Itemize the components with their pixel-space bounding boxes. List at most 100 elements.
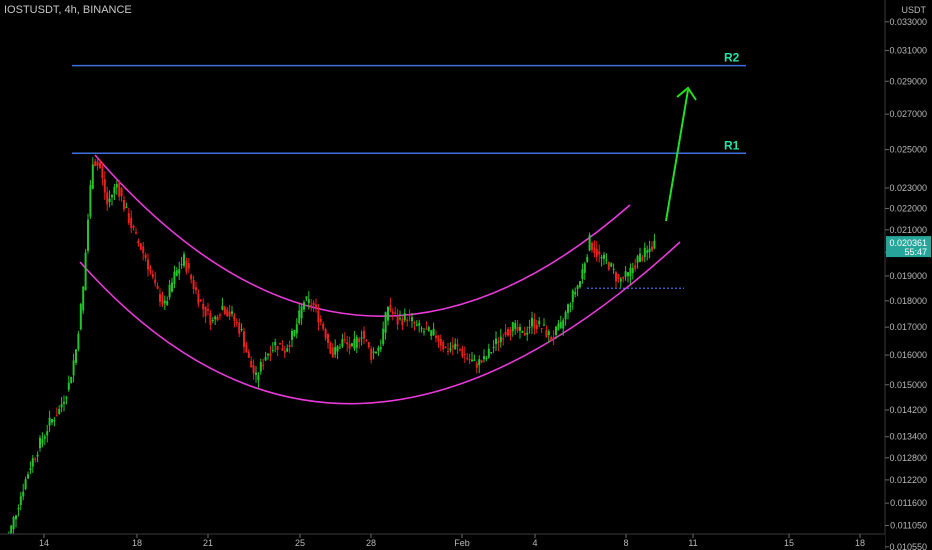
candle-body [480, 360, 483, 363]
candle-body [478, 359, 481, 366]
candle [221, 297, 224, 311]
candle-body [245, 344, 248, 353]
candle [29, 461, 32, 474]
price-tick-label: 0.013400 [889, 432, 927, 442]
candle-body [94, 161, 97, 167]
candle-body [526, 332, 529, 335]
candle [564, 310, 567, 326]
candle-body [365, 340, 368, 342]
candle-body [307, 299, 310, 304]
candle [163, 295, 166, 310]
candle-body [571, 290, 574, 303]
candle [557, 319, 560, 331]
candle [377, 345, 380, 357]
candle [19, 491, 22, 511]
candle [576, 284, 579, 297]
candle [351, 343, 353, 347]
candle-body [425, 328, 428, 330]
candle [550, 335, 553, 341]
candle [291, 328, 293, 348]
time-tick-label: 14 [39, 538, 49, 548]
candle [358, 336, 361, 349]
candle-body [147, 259, 149, 270]
candle-body [641, 256, 644, 261]
candle [171, 277, 173, 293]
time-axis: 14 18 21 25 28 Feb 4 8 11 15 18 [0, 533, 885, 550]
candle [456, 338, 459, 354]
candle-body [399, 318, 401, 320]
candle [41, 432, 44, 448]
candle-body [555, 326, 557, 336]
candle-body [473, 359, 476, 361]
candle-body [358, 338, 361, 342]
candle [449, 342, 452, 353]
candle-body [276, 345, 279, 350]
price-tick-label: 0.019000 [889, 271, 927, 281]
price-axis: USDT 0.010550 0.011050 0.011600 0.012200 0.01… [884, 0, 932, 550]
time-tick-label: 25 [295, 538, 305, 548]
candle-body [173, 271, 176, 284]
candle [192, 275, 195, 294]
time-tick-label: 18 [855, 538, 865, 548]
candle [367, 341, 370, 349]
candle [583, 261, 586, 280]
time-tick-label: 21 [203, 538, 213, 548]
candle [586, 254, 589, 263]
candle-body [238, 322, 241, 334]
candle [439, 334, 442, 352]
candle [295, 318, 298, 339]
candle [492, 340, 495, 353]
candle [355, 334, 358, 354]
candle-body [495, 338, 497, 345]
candle-body [300, 306, 303, 319]
candle [507, 327, 509, 337]
candle-body [295, 324, 298, 334]
candle-body [144, 254, 147, 259]
price-tick-label: 0.010550 [889, 542, 927, 550]
candle-body [108, 198, 111, 202]
candle [202, 298, 205, 318]
candle [17, 504, 20, 517]
candle [343, 332, 346, 344]
candle-body [264, 357, 267, 361]
candle-body [538, 320, 541, 325]
candle [151, 269, 154, 280]
candle-body [202, 303, 205, 310]
candle-body [451, 345, 454, 348]
candle [329, 341, 332, 355]
candle-body [31, 458, 34, 467]
candle-body [653, 240, 656, 249]
candle [423, 327, 425, 336]
candle [15, 514, 17, 528]
candle-body [348, 343, 351, 349]
time-tick-label: 28 [366, 538, 376, 548]
candle [247, 348, 250, 359]
candle [118, 179, 121, 201]
candle-body [562, 320, 565, 329]
candle-body [216, 316, 219, 321]
candle-body [228, 311, 231, 317]
time-tick-label: 4 [532, 538, 537, 548]
candle [595, 241, 598, 262]
candle-body [363, 330, 365, 339]
candle-body [540, 328, 543, 330]
candle [425, 321, 428, 330]
candle-body [130, 217, 133, 229]
candle [24, 476, 27, 491]
candle-body [329, 342, 332, 354]
candle [207, 302, 209, 316]
candle-body [34, 458, 37, 460]
candle [300, 303, 303, 325]
candle-body [583, 263, 586, 273]
candle [226, 306, 229, 318]
candle [370, 346, 373, 364]
candle [223, 305, 226, 316]
candle-body [12, 517, 15, 530]
candle-body [492, 346, 495, 349]
candle-body [504, 331, 507, 336]
candle-body [283, 350, 286, 353]
candle [571, 288, 574, 310]
bar-countdown: 55:47 [904, 247, 927, 257]
candle-body [552, 337, 555, 339]
